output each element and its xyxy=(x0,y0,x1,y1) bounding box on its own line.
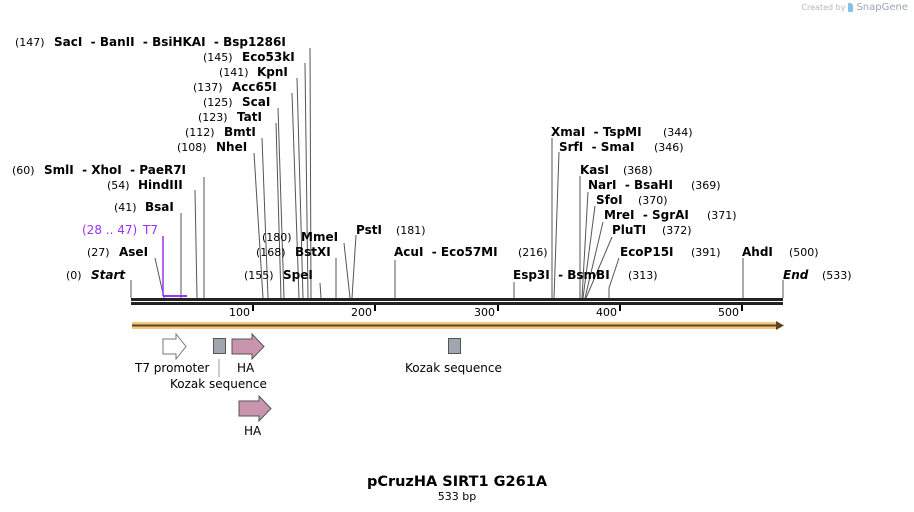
feature-kozak-2[interactable]: Kozak sequence xyxy=(405,338,502,376)
site-pos: (155) xyxy=(244,269,274,282)
map-title: pCruzHA SIRT1 G261A xyxy=(367,474,548,490)
site-srfI-group[interactable]: SrfI - SmaI xyxy=(559,140,634,154)
left-sites: (147) SacI - BanII - BsiHKAI - Bsp1286I … xyxy=(12,35,338,282)
site-pos: (27) xyxy=(87,246,110,259)
site-ecoP15I[interactable]: EcoP15I xyxy=(620,245,674,259)
site-smlI-group[interactable]: SmlI - XhoI - PaeR7I xyxy=(44,163,186,177)
ruler: 100 200 300 400 500 xyxy=(229,305,743,319)
site-pos: (180) xyxy=(262,231,292,244)
site-pos: (346) xyxy=(654,141,684,154)
feature-t7-promoter[interactable]: T7 promoter xyxy=(134,332,210,375)
site-pos: (147) xyxy=(15,36,45,49)
feature-label: Kozak sequence xyxy=(170,377,267,391)
feature-kozak-1[interactable]: Kozak sequence xyxy=(170,338,267,392)
tick-300: 300 xyxy=(474,306,495,319)
site-start: Start xyxy=(91,268,126,282)
features: T7 promoter Kozak sequence HA Kozak sequ… xyxy=(134,332,502,438)
site-pos: (313) xyxy=(628,269,658,282)
site-pos: (41) xyxy=(114,201,137,214)
site-tatI[interactable]: TatI xyxy=(237,110,262,124)
map-length: 533 bp xyxy=(438,490,476,503)
feature-ha-1[interactable]: HA xyxy=(231,332,265,375)
primer-range: (28 .. 47) xyxy=(82,223,137,237)
site-pos: (368) xyxy=(623,164,653,177)
site-eco53kI[interactable]: Eco53kI xyxy=(242,50,295,64)
feature-label: HA xyxy=(237,361,255,375)
site-pos: (344) xyxy=(663,126,693,139)
site-pos: (141) xyxy=(219,66,249,79)
site-pos: (108) xyxy=(177,141,207,154)
primer-name: T7 xyxy=(142,223,158,237)
site-mmeI[interactable]: MmeI xyxy=(301,230,338,244)
site-pos: (391) xyxy=(691,246,721,259)
site-acuI-group[interactable]: AcuI - Eco57MI xyxy=(394,245,498,259)
site-pos: (112) xyxy=(185,126,215,139)
site-speI[interactable]: SpeI xyxy=(283,268,313,282)
site-narI-group[interactable]: NarI - BsaHI xyxy=(588,178,673,192)
site-end: End xyxy=(783,268,809,282)
site-pos: (123) xyxy=(198,111,228,124)
site-pos: (371) xyxy=(707,209,737,222)
snapgene-logo-icon xyxy=(848,3,854,12)
site-bmtI[interactable]: BmtI xyxy=(224,125,256,139)
site-pos: (370) xyxy=(638,194,668,207)
backbone xyxy=(131,298,783,305)
site-pos: (533) xyxy=(822,269,852,282)
site-kpnI[interactable]: KpnI xyxy=(257,65,288,79)
site-pos: (500) xyxy=(789,246,819,259)
tick-400: 400 xyxy=(596,306,617,319)
site-kasI[interactable]: KasI xyxy=(580,163,609,177)
tick-500: 500 xyxy=(718,306,739,319)
site-pos: (125) xyxy=(203,96,233,109)
site-pos: (168) xyxy=(256,246,286,259)
site-pos: (369) xyxy=(691,179,721,192)
site-pos: (372) xyxy=(662,224,692,237)
site-bstXI[interactable]: BstXI xyxy=(295,245,331,259)
site-hindIII[interactable]: HindIII xyxy=(138,178,183,192)
orf-arrow[interactable] xyxy=(132,321,784,330)
site-pluTI[interactable]: PluTI xyxy=(612,223,646,237)
site-bsaI[interactable]: BsaI xyxy=(145,200,174,214)
site-pos: (145) xyxy=(203,51,233,64)
site-pstI[interactable]: PstI xyxy=(356,223,382,237)
site-aseI[interactable]: AseI xyxy=(119,245,148,259)
feature-ha-2[interactable]: HA xyxy=(238,394,272,438)
site-sacI-group[interactable]: SacI - BanII - BsiHKAI - Bsp1286I xyxy=(54,35,286,49)
feature-label: Kozak sequence xyxy=(405,361,502,375)
site-ahdI[interactable]: AhdI xyxy=(742,245,773,259)
site-scaI[interactable]: ScaI xyxy=(242,95,270,109)
snapgene-watermark: Created by SnapGene xyxy=(801,2,908,13)
primer-t7[interactable]: (28 .. 47) T7 xyxy=(82,223,187,297)
site-pos: (60) xyxy=(12,164,35,177)
site-acc65I[interactable]: Acc65I xyxy=(232,80,277,94)
feature-label: HA xyxy=(244,424,262,438)
tick-200: 200 xyxy=(351,306,372,319)
site-pos: (181) xyxy=(396,224,426,237)
site-mreI-group[interactable]: MreI - SgrAI xyxy=(604,208,689,222)
site-nheI[interactable]: NheI xyxy=(216,140,247,154)
site-sfoI[interactable]: SfoI xyxy=(596,193,623,207)
cut-site-lines xyxy=(130,47,784,299)
watermark-brand: SnapGene xyxy=(856,2,908,13)
site-esp3I-group[interactable]: Esp3I - BsmBI xyxy=(513,268,610,282)
site-pos: (216) xyxy=(518,246,548,259)
watermark-prefix: Created by xyxy=(801,3,846,12)
site-pos: (137) xyxy=(193,81,223,94)
tick-100: 100 xyxy=(229,306,250,319)
site-xmaI-group[interactable]: XmaI - TspMI xyxy=(551,125,642,139)
site-pos: (0) xyxy=(66,269,82,282)
right-sites: XmaI - TspMI (344) SrfI - SmaI (346) Kas… xyxy=(356,125,852,282)
site-pos: (54) xyxy=(107,179,130,192)
feature-label: T7 promoter xyxy=(134,361,210,375)
